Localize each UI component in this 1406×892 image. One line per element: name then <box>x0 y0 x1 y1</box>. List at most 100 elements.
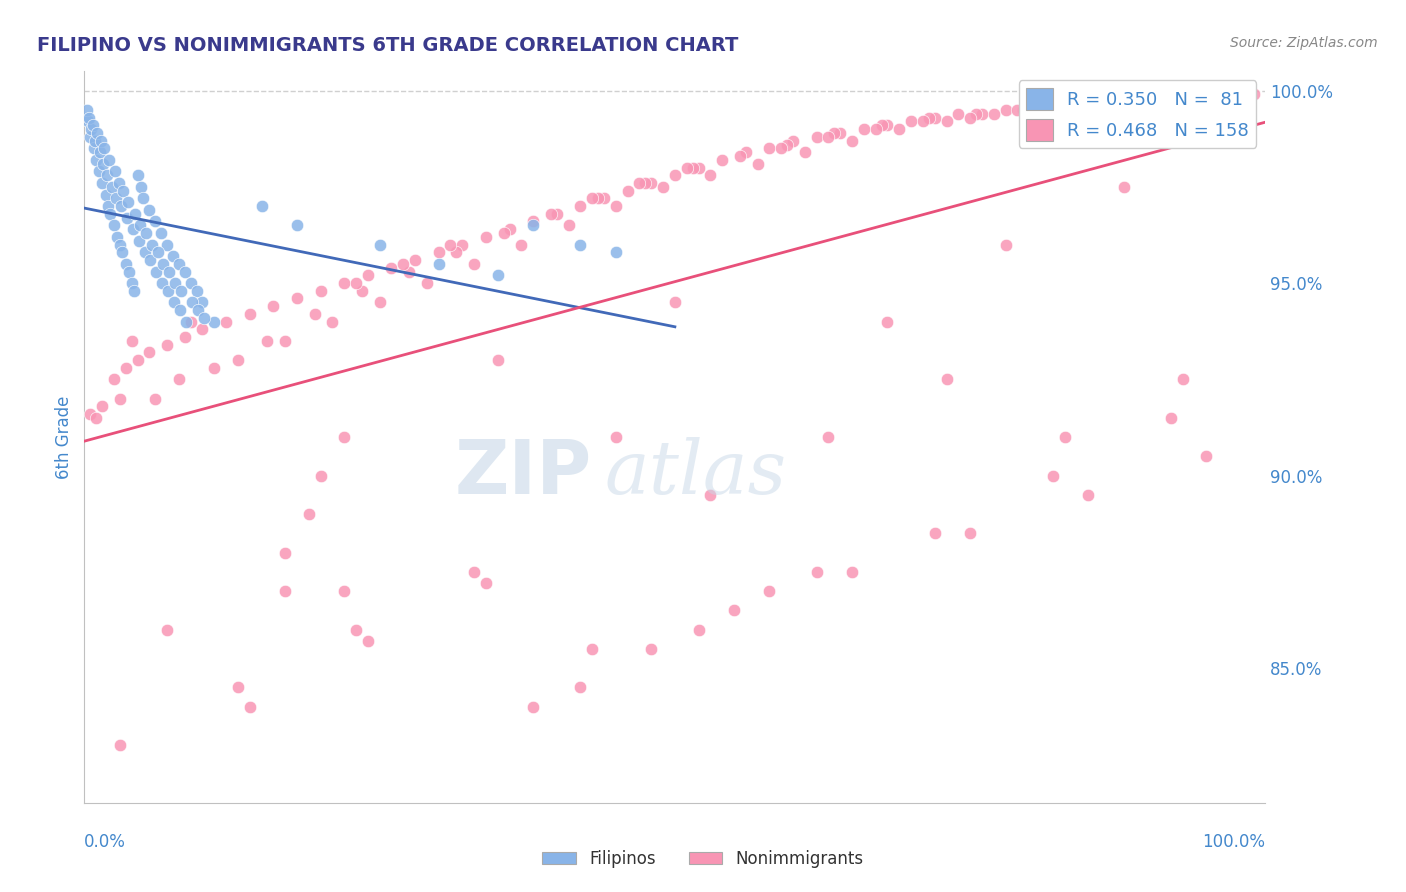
Point <box>94 187 117 202</box>
Point <box>180 315 202 329</box>
Point <box>392 257 415 271</box>
Point <box>98 207 121 221</box>
Point <box>640 176 662 190</box>
Point <box>446 245 468 260</box>
Point <box>321 315 343 329</box>
Point <box>911 114 934 128</box>
Point <box>103 219 125 233</box>
Point <box>156 337 179 351</box>
Point <box>1243 87 1265 102</box>
Point <box>132 191 155 205</box>
Legend: R = 0.350   N =  81, R = 0.468   N = 158: R = 0.350 N = 81, R = 0.468 N = 158 <box>1019 80 1257 148</box>
Point <box>605 245 627 260</box>
Point <box>841 134 863 148</box>
Point <box>108 237 131 252</box>
Point <box>830 126 852 140</box>
Point <box>605 430 627 444</box>
Point <box>628 176 651 190</box>
Point <box>107 176 129 190</box>
Point <box>1195 87 1218 102</box>
Point <box>84 153 107 167</box>
Point <box>970 106 993 120</box>
Point <box>186 284 208 298</box>
Point <box>935 114 957 128</box>
Point <box>522 214 544 228</box>
Point <box>664 295 686 310</box>
Point <box>262 299 284 313</box>
Point <box>965 106 987 120</box>
Point <box>105 191 128 205</box>
Point <box>86 126 108 140</box>
Point <box>1007 103 1029 117</box>
Point <box>1171 372 1194 386</box>
Point <box>128 234 150 248</box>
Point <box>134 245 156 260</box>
Point <box>170 284 193 298</box>
Point <box>569 237 592 252</box>
Point <box>226 681 249 695</box>
Point <box>793 145 815 160</box>
Point <box>173 330 195 344</box>
Point <box>522 219 544 233</box>
Point <box>167 372 190 386</box>
Point <box>817 129 839 144</box>
Text: 100.0%: 100.0% <box>1202 833 1265 851</box>
Point <box>91 399 114 413</box>
Point <box>103 372 125 386</box>
Point <box>817 430 839 444</box>
Point <box>1101 95 1123 110</box>
Point <box>865 122 887 136</box>
Text: FILIPINO VS NONIMMIGRANTS 6TH GRADE CORRELATION CHART: FILIPINO VS NONIMMIGRANTS 6TH GRADE CORR… <box>37 36 738 54</box>
Point <box>226 353 249 368</box>
Point <box>1112 179 1135 194</box>
Point <box>274 545 297 559</box>
Point <box>368 237 391 252</box>
Point <box>1112 95 1135 110</box>
Point <box>734 145 756 160</box>
Point <box>174 315 197 329</box>
Point <box>427 245 450 260</box>
Point <box>586 191 609 205</box>
Point <box>675 161 697 175</box>
Point <box>108 738 131 752</box>
Point <box>889 122 911 136</box>
Point <box>841 565 863 579</box>
Point <box>97 199 120 213</box>
Point <box>1042 99 1064 113</box>
Point <box>994 103 1017 117</box>
Point <box>918 111 941 125</box>
Point <box>439 237 461 252</box>
Point <box>1077 99 1099 113</box>
Point <box>157 264 180 278</box>
Point <box>368 295 391 310</box>
Point <box>1066 99 1088 113</box>
Point <box>215 315 238 329</box>
Point <box>1107 95 1129 110</box>
Legend: Filipinos, Nonimmigrants: Filipinos, Nonimmigrants <box>536 844 870 875</box>
Point <box>333 276 356 290</box>
Point <box>1160 410 1182 425</box>
Point <box>1125 95 1147 110</box>
Point <box>616 184 638 198</box>
Point <box>122 284 145 298</box>
Point <box>127 353 149 368</box>
Point <box>664 169 686 183</box>
Point <box>128 219 150 233</box>
Point <box>309 284 332 298</box>
Point <box>1059 99 1081 113</box>
Point <box>344 276 367 290</box>
Point <box>900 114 922 128</box>
Point <box>1184 87 1206 102</box>
Point <box>79 407 101 421</box>
Point <box>107 230 129 244</box>
Point <box>344 623 367 637</box>
Point <box>475 230 498 244</box>
Point <box>711 153 734 167</box>
Point <box>1088 95 1111 110</box>
Point <box>112 184 135 198</box>
Point <box>546 207 568 221</box>
Point <box>79 129 101 144</box>
Point <box>404 252 426 267</box>
Point <box>141 237 163 252</box>
Point <box>1012 103 1035 117</box>
